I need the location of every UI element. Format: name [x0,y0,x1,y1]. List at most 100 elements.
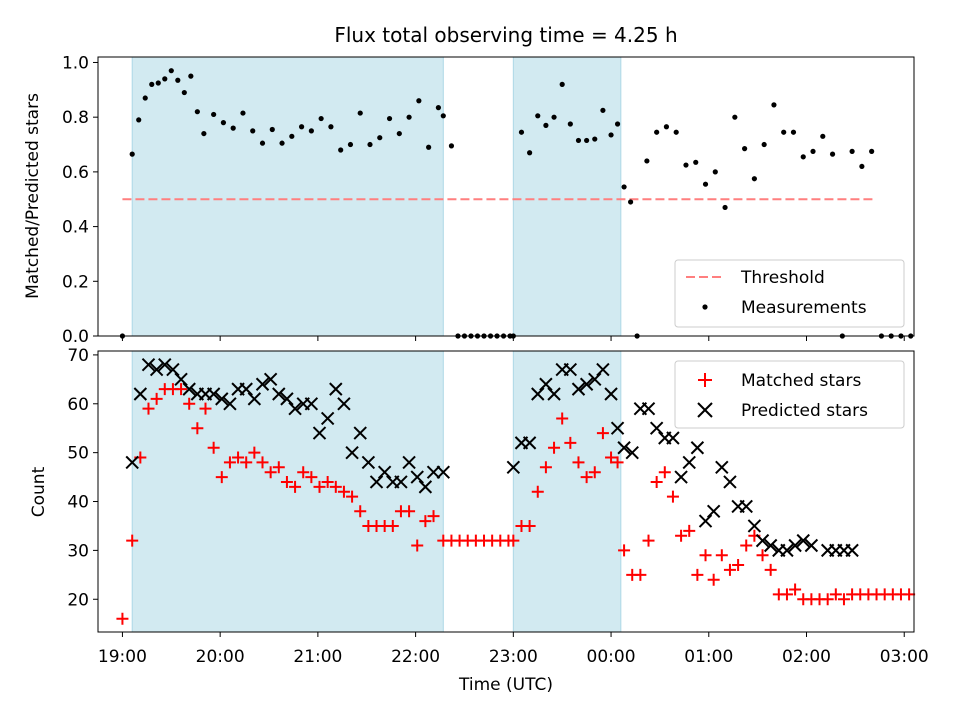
matched-star-point [297,466,310,479]
matched-star-point [507,534,520,547]
matched-star-point [564,436,577,449]
predicted-star-point [617,441,631,455]
bottom-y-tick-label: 20 [67,590,89,610]
matched-star-point [403,505,416,518]
measurement-point [181,89,187,96]
matched-star-point [780,588,793,601]
measurement-point [318,115,324,122]
predicted-star-point [706,504,721,518]
measurement-point [129,151,135,157]
chart-title: Flux total observing time = 4.25 h [334,23,677,47]
matched-star-point [764,563,777,576]
measurement-point [142,95,148,101]
predicted-star-point [182,382,196,396]
predicted-star-point [531,387,545,401]
legend-matched-marker [698,373,712,387]
measurement-point [426,144,432,150]
matched-star-point [611,456,624,469]
measurement-point [240,110,246,116]
predicted-star-point [418,480,433,494]
top-legend: Threshold Measurements [674,259,905,328]
matched-star-point [556,412,569,425]
matched-star-point [354,505,367,518]
measurement-point [386,115,393,122]
measurement-point [298,124,305,130]
matched-star-point [248,446,261,459]
measurement-point [683,162,689,168]
predicted-star-point [255,377,270,391]
matched-star-point [756,549,769,562]
matched-star-point [313,480,326,493]
measurement-point [829,151,836,157]
matched-star-point [150,392,163,405]
predicted-star-point [747,519,762,533]
measurement-point [673,129,679,135]
top-y-axis-label: Matched/Predicted stars [23,93,43,299]
matched-star-point [666,490,679,503]
predicted-star-point [223,397,237,411]
predicted-star-point [361,455,376,470]
matched-star-point [199,402,212,415]
predicted-star-point [166,362,180,377]
measurement-point [592,136,598,142]
matched-star-point [289,480,302,493]
measurement-point [771,102,777,108]
predicted-star-point [610,421,625,435]
bottom-legend-box [674,360,905,429]
measurement-point [347,141,354,148]
matched-star-point [675,529,688,542]
predicted-star-point [215,392,229,406]
measurement-point [201,130,207,137]
predicted-star-point [141,357,156,372]
matched-star-point [386,519,399,532]
matched-star-point [829,588,842,601]
bottom-y-tick-label: 50 [67,444,89,464]
measurement-point [328,124,334,130]
predicted-star-point [739,499,753,514]
measurement-point [654,129,660,135]
measurement-point [279,140,285,146]
matched-star-point [691,568,704,581]
matched-star-point [272,461,285,474]
predicted-star-point [312,426,327,440]
matched-star-point [523,519,536,532]
matched-star-point [642,534,655,547]
predicted-star-point [588,372,602,387]
matched-star-point [256,456,269,469]
predicted-star-point [239,382,253,396]
predicted-star-point [596,362,610,377]
measurement-point [621,184,627,190]
predicted-star-point [649,421,664,435]
measurement-point [250,128,256,134]
top-shaded-interval-1 [512,56,622,337]
predicted-star-point [690,441,705,455]
predicted-star-point [410,470,424,484]
measurement-point [338,147,344,153]
matched-star-point [789,583,802,596]
x-tick-label: 23:00 [489,647,538,667]
measurement-point [600,107,606,113]
measurement-point [810,148,816,154]
predicted-star-point [788,538,802,553]
top-shaded-interval-0 [131,56,444,337]
matched-star-point [740,539,753,552]
x-tick-label: 03:00 [880,647,929,667]
predicted-star-point [755,533,770,548]
measurement-point [357,110,363,116]
measurement-point [869,148,875,154]
predicted-star-point [674,470,688,484]
bottom-shaded-interval-0 [131,350,444,633]
predicted-star-point [304,397,319,411]
matched-star-point [715,549,728,562]
x-tick-label: 00:00 [587,647,636,667]
matched-star-point [264,466,277,479]
top-y-tick-label: 0.0 [62,327,89,347]
legend-matched-label: Matched stars [741,371,861,391]
matched-star-point [650,475,663,488]
bottom-shaded-interval-1 [512,350,622,633]
measurement-point [168,68,174,74]
matched-star-point [707,573,720,586]
measurement-point [761,141,767,148]
bottom-panel: 20 30 40 50 60 70 19:00 20:00 21:00 22:00 23:00 00… [29,346,929,695]
